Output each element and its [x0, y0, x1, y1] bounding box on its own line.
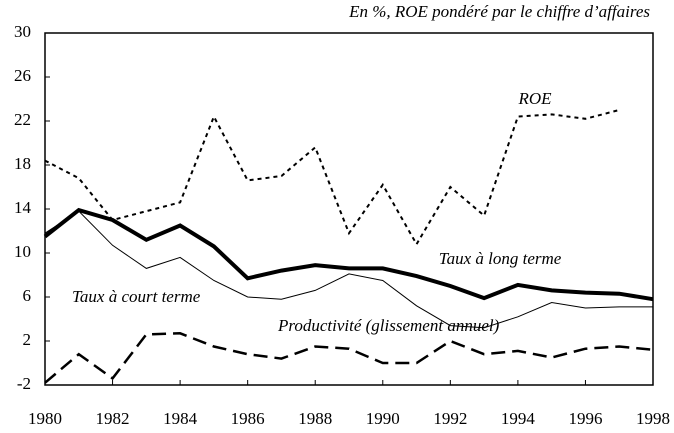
y-tick-label: 2 [23, 330, 32, 349]
series-line [44, 332, 654, 384]
x-tick-label: 1998 [636, 409, 670, 428]
y-tick-label: 14 [14, 198, 32, 217]
x-tick-label: 1996 [568, 409, 602, 428]
x-tick-label: 1988 [298, 409, 332, 428]
x-tick-label: 1994 [501, 409, 536, 428]
series-label: Productivité (glissement annuel) [277, 316, 500, 335]
y-tick-label: -2 [17, 374, 31, 393]
x-tick-label: 1980 [28, 409, 62, 428]
y-tick-label: 10 [14, 242, 31, 261]
x-tick-label: 1982 [96, 409, 130, 428]
series-line [44, 109, 620, 247]
series-label: ROE [517, 89, 552, 108]
x-tick-label: 1986 [231, 409, 265, 428]
y-tick-label: 30 [14, 22, 31, 41]
x-tick-label: 1984 [163, 409, 198, 428]
y-tick-label: 26 [14, 66, 31, 85]
y-tick-label: 18 [14, 154, 31, 173]
chart-subtitle: En %, ROE pondéré par le chiffre d’affai… [348, 2, 650, 21]
series-label: Taux à long terme [439, 249, 562, 268]
series-line [43, 207, 654, 302]
y-tick-label: 22 [14, 110, 31, 129]
series-line [44, 210, 653, 329]
x-tick-label: 1990 [366, 409, 400, 428]
y-tick-label: 6 [23, 286, 32, 305]
x-tick-label: 1992 [433, 409, 467, 428]
series-label: Taux à court terme [72, 287, 201, 306]
